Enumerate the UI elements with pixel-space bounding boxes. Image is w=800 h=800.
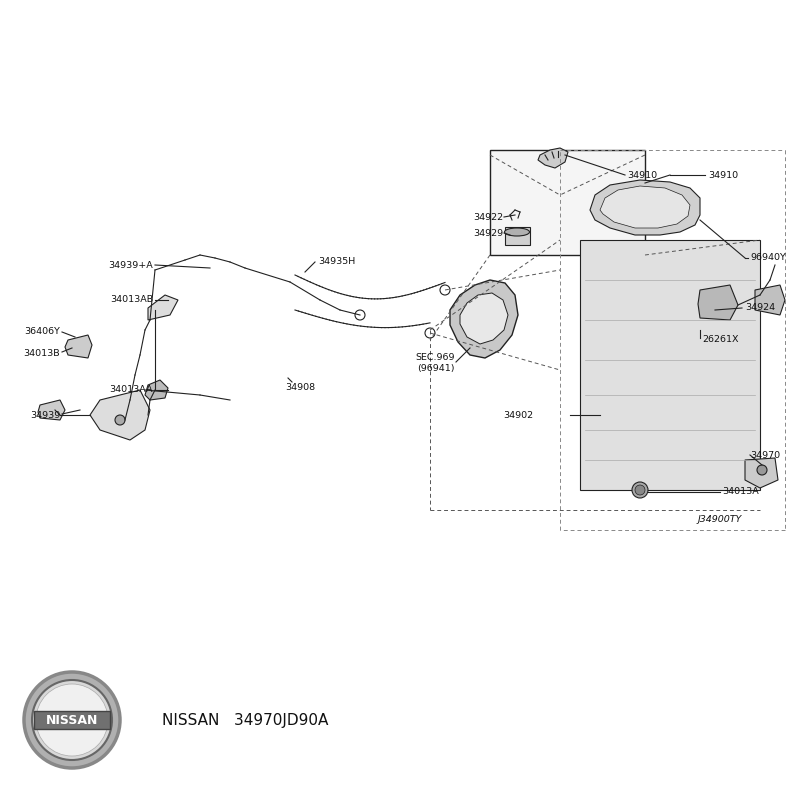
Polygon shape (148, 295, 178, 320)
Text: 34013A: 34013A (722, 487, 758, 497)
Polygon shape (450, 280, 518, 358)
Bar (490, 150, 645, 255)
Text: SEC.969: SEC.969 (415, 354, 455, 362)
Text: 34939+A: 34939+A (108, 261, 153, 270)
Text: 34902: 34902 (503, 410, 533, 419)
Polygon shape (600, 186, 690, 228)
Circle shape (632, 482, 648, 498)
Circle shape (24, 672, 120, 768)
Text: (96941): (96941) (418, 363, 455, 373)
Text: 34013AA: 34013AA (110, 386, 153, 394)
Text: NISSAN   34970JD90A: NISSAN 34970JD90A (162, 713, 328, 727)
Polygon shape (755, 285, 785, 315)
Text: 34910: 34910 (627, 170, 657, 179)
Circle shape (635, 485, 645, 495)
Polygon shape (65, 335, 92, 358)
Text: 34910: 34910 (708, 170, 738, 179)
Text: 34908: 34908 (285, 383, 315, 393)
Bar (505, 227, 530, 245)
Polygon shape (460, 293, 508, 344)
Text: 36406Y: 36406Y (24, 327, 60, 337)
Polygon shape (538, 148, 568, 168)
Text: 26261X: 26261X (702, 335, 738, 345)
Polygon shape (590, 180, 700, 235)
Polygon shape (745, 458, 778, 488)
Text: 34013B: 34013B (23, 349, 60, 358)
Polygon shape (145, 380, 168, 400)
Text: 34929: 34929 (473, 230, 503, 238)
Text: 34013AB: 34013AB (110, 295, 153, 305)
Text: 34935H: 34935H (318, 258, 355, 266)
Ellipse shape (505, 228, 530, 236)
Circle shape (36, 684, 108, 756)
Circle shape (32, 680, 112, 760)
Bar (34, 711, 110, 729)
Text: J34900TY: J34900TY (698, 515, 742, 525)
Circle shape (757, 465, 767, 475)
Polygon shape (580, 240, 760, 490)
Polygon shape (38, 400, 65, 420)
Text: 34970: 34970 (750, 450, 780, 459)
Text: 96940Y: 96940Y (750, 254, 786, 262)
Text: 34939: 34939 (30, 410, 60, 419)
Text: 34922: 34922 (473, 214, 503, 222)
Text: NISSAN: NISSAN (46, 714, 98, 726)
Text: 34924: 34924 (745, 303, 775, 313)
Circle shape (115, 415, 125, 425)
Polygon shape (698, 285, 738, 320)
Polygon shape (90, 390, 150, 440)
